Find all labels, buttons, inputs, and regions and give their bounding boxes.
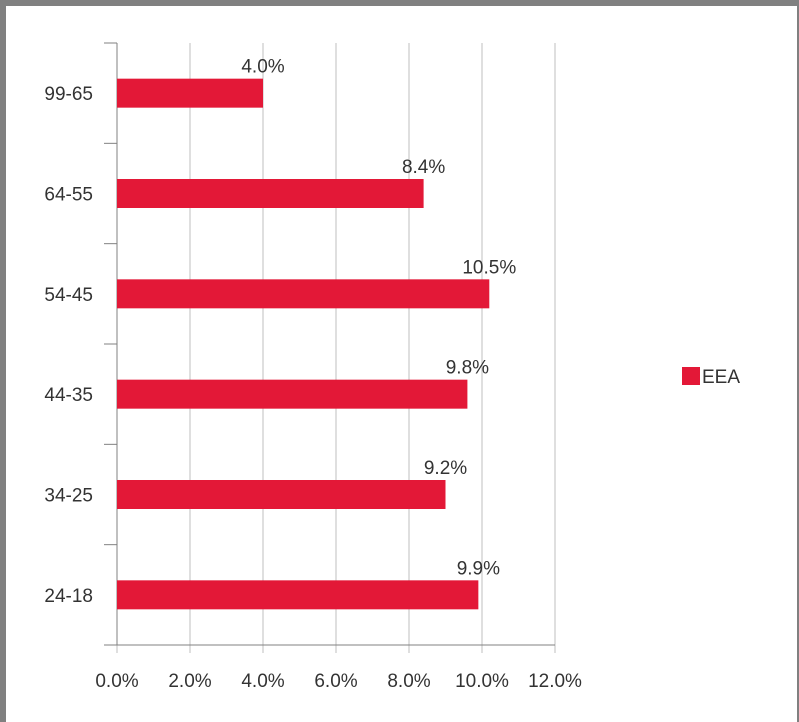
y-category-label: 54-45 [44,285,93,306]
data-label: 10.5% [462,257,516,278]
data-label: 9.8% [446,358,489,379]
data-label: 9.9% [457,558,500,579]
x-tick-label: 8.0% [387,671,430,692]
bar-44-35 [117,379,468,409]
x-tick-label: 0.0% [95,671,138,692]
bars [117,78,490,610]
x-tick-label: 4.0% [241,671,284,692]
legend: EEA [682,367,740,388]
legend-swatch [682,367,700,385]
y-category-label: 34-25 [44,486,93,507]
data-labels: 4.0% 8.4% 10.5% 9.8% 9.2% 9.9% [241,57,516,580]
bar-64-55 [117,179,424,208]
y-category-label: 64-55 [44,185,93,206]
bar-24-18 [117,580,479,610]
y-category-label: 99-65 [44,84,93,105]
y-category-label: 44-35 [44,385,93,406]
data-label: 9.2% [424,458,467,479]
x-tick-label: 2.0% [168,671,211,692]
gridlines [189,43,556,645]
data-label: 4.0% [241,57,284,78]
bar-34-25 [117,480,446,509]
x-tick-label: 6.0% [314,671,357,692]
axes: 0.0% 2.0% 4.0% 6.0% 8.0% 10.0% 12.0% 99-65 64-55… [44,42,582,692]
legend-label-eea: EEA [702,367,740,388]
x-tick-label: 10.0% [455,671,509,692]
bar-54-45 [117,279,490,309]
data-label: 8.4% [402,157,445,178]
x-tick-label: 12.0% [528,671,582,692]
y-category-label: 24-18 [44,586,93,607]
bar-99-65 [117,78,263,108]
